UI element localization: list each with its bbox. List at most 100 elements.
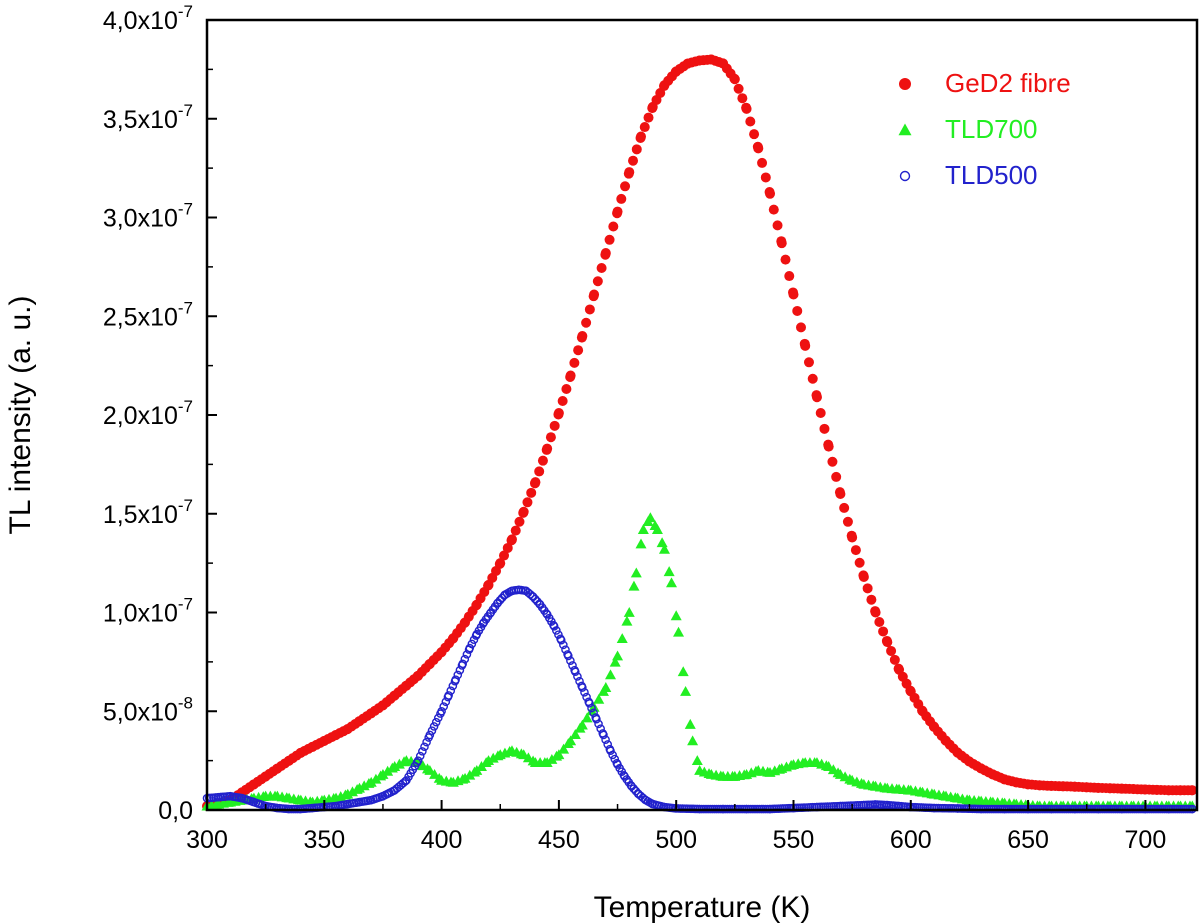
data-point xyxy=(854,557,865,568)
data-point xyxy=(453,670,463,680)
data-point xyxy=(760,172,771,183)
data-point xyxy=(621,615,633,626)
data-point xyxy=(663,566,675,577)
data-point xyxy=(569,357,580,368)
data-point xyxy=(424,765,436,775)
data-point xyxy=(839,502,850,513)
legend-marker xyxy=(898,123,912,136)
data-point xyxy=(557,396,568,407)
plot-frame xyxy=(205,18,1199,812)
data-point xyxy=(558,743,570,754)
data-point xyxy=(620,181,631,192)
data-point xyxy=(600,682,612,692)
data-point xyxy=(446,686,456,696)
x-tick-label: 350 xyxy=(303,826,345,854)
data-point xyxy=(546,753,558,764)
data-point xyxy=(616,633,628,643)
data-point xyxy=(733,83,744,94)
data-point xyxy=(495,595,505,605)
data-point xyxy=(434,713,443,723)
data-point xyxy=(627,782,636,791)
y-tick-label: 5,0x10-8 xyxy=(103,693,193,726)
data-point xyxy=(842,516,853,527)
data-point xyxy=(823,441,834,452)
data-point xyxy=(687,735,699,746)
y-tick-base: 2,5x10 xyxy=(103,303,178,331)
data-point xyxy=(612,206,623,217)
data-point xyxy=(467,639,477,649)
y-tick-exponent: -7 xyxy=(178,496,193,515)
data-point xyxy=(643,112,654,123)
y-tick-base: 5,0x10 xyxy=(103,698,178,726)
data-point xyxy=(552,626,561,635)
data-point xyxy=(553,749,565,760)
data-point xyxy=(518,506,529,517)
series-0 xyxy=(202,54,1198,812)
data-point xyxy=(427,726,437,735)
data-point xyxy=(800,340,811,351)
y-tick-label: 4,0x10-7 xyxy=(103,2,193,35)
y-tick-exponent: -8 xyxy=(178,693,193,712)
x-tick-label: 300 xyxy=(186,826,228,854)
y-tick-exponent: -7 xyxy=(178,397,193,416)
data-point xyxy=(565,735,577,746)
y-tick-base: 4,0x10 xyxy=(103,7,178,35)
data-point xyxy=(807,373,818,384)
data-point xyxy=(437,706,446,716)
data-point xyxy=(601,735,610,744)
legend-marker xyxy=(899,78,911,90)
data-point xyxy=(464,769,476,780)
y-tick-label: 3,5x10-7 xyxy=(103,101,193,134)
data-point xyxy=(878,626,889,637)
data-point xyxy=(556,635,566,645)
data-point xyxy=(631,144,642,155)
data-point xyxy=(673,626,685,637)
legend-label: TLD700 xyxy=(945,114,1038,144)
data-point xyxy=(796,322,806,333)
data-point xyxy=(526,487,537,498)
data-point xyxy=(571,667,580,677)
legend: GeD2 fibre TLD700 TLD500 xyxy=(898,68,1071,190)
data-point xyxy=(594,719,603,729)
data-point xyxy=(666,577,678,588)
y-axis-title: TL intensity (a. u.) xyxy=(4,296,37,535)
data-point xyxy=(637,524,649,534)
data-point xyxy=(530,477,541,488)
y-tick-exponent: -7 xyxy=(178,101,193,120)
data-point xyxy=(606,746,615,756)
data-point xyxy=(858,571,869,582)
data-point xyxy=(630,567,642,578)
data-point xyxy=(772,220,783,231)
data-point xyxy=(420,742,429,752)
y-tick-exponent: -7 xyxy=(178,595,193,614)
data-point xyxy=(565,370,576,381)
data-point xyxy=(850,545,861,556)
y-tick-base: 1,5x10 xyxy=(103,501,178,529)
data-point xyxy=(581,712,593,723)
data-point xyxy=(684,718,696,729)
data-point xyxy=(377,768,389,779)
data-point xyxy=(827,456,838,467)
data-point xyxy=(573,672,582,681)
data-point xyxy=(514,516,525,527)
data-point xyxy=(573,345,584,356)
data-point xyxy=(559,640,568,650)
data-point xyxy=(623,607,635,617)
data-point xyxy=(458,659,468,669)
y-tick-exponent: -7 xyxy=(178,298,193,317)
data-point xyxy=(1187,785,1198,796)
data-point xyxy=(788,289,799,300)
data-point xyxy=(677,666,689,677)
y-tick-exponent: -7 xyxy=(178,200,193,219)
data-point xyxy=(577,331,588,341)
data-point xyxy=(635,538,647,549)
data-point xyxy=(624,167,635,178)
data-point xyxy=(889,654,900,665)
data-point xyxy=(612,650,624,661)
data-point xyxy=(413,756,423,765)
y-tick-base: 0,0 xyxy=(158,797,193,825)
legend-label: GeD2 fibre xyxy=(945,68,1071,98)
data-point xyxy=(811,392,822,403)
data-point xyxy=(553,408,564,419)
